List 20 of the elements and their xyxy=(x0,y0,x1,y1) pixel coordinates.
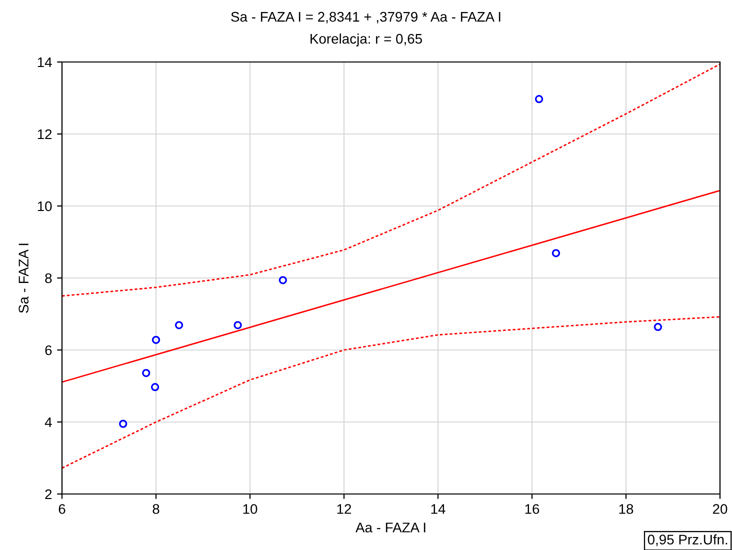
x-tick-label: 20 xyxy=(712,504,728,514)
y-tick-label: 4 xyxy=(44,417,52,428)
x-tick-label: 14 xyxy=(431,504,446,514)
chart-title: Sa - FAZA I = 2,8341 + ,37979 * Aa - FAZA I xyxy=(231,12,500,24)
x-tick-label: 8 xyxy=(152,504,160,514)
text: 0,95 Prz.Ufn. xyxy=(648,534,728,546)
y-tick-label: 2 xyxy=(45,489,52,500)
x-tick-label: 16 xyxy=(525,504,540,514)
y-tick-label: 10 xyxy=(38,201,52,212)
x-tick-label: 12 xyxy=(337,504,352,514)
x-tick-label: 10 xyxy=(243,504,258,514)
x-axis-title: Aa - FAZA I xyxy=(356,522,426,532)
x-tick-label: 18 xyxy=(619,504,634,514)
y-tick-label: 8 xyxy=(45,273,52,284)
y-tick-label: 12 xyxy=(38,129,52,140)
chart-subtitle: Korelacja: r = 0,65 xyxy=(310,34,422,46)
y-tick-label: 14 xyxy=(38,57,52,68)
x-tick-label: 6 xyxy=(58,504,66,514)
y-tick-label: 6 xyxy=(45,345,52,356)
y-axis-title: Sa - FAZA I xyxy=(18,244,29,313)
